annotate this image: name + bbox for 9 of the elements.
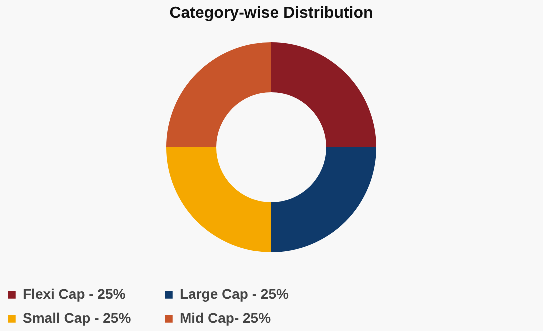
donut-slice [166, 148, 272, 252]
legend-label: Flexi Cap - 25% [23, 286, 126, 302]
chart-title: Category-wise Distribution [170, 5, 374, 22]
legend-label: Small Cap - 25% [23, 310, 132, 326]
legend-label: Large Cap - 25% [180, 286, 290, 302]
legend-label: Mid Cap- 25% [180, 310, 272, 326]
donut-slice [272, 42, 376, 148]
donut-slice [166, 42, 272, 148]
donut-slice [272, 148, 376, 252]
